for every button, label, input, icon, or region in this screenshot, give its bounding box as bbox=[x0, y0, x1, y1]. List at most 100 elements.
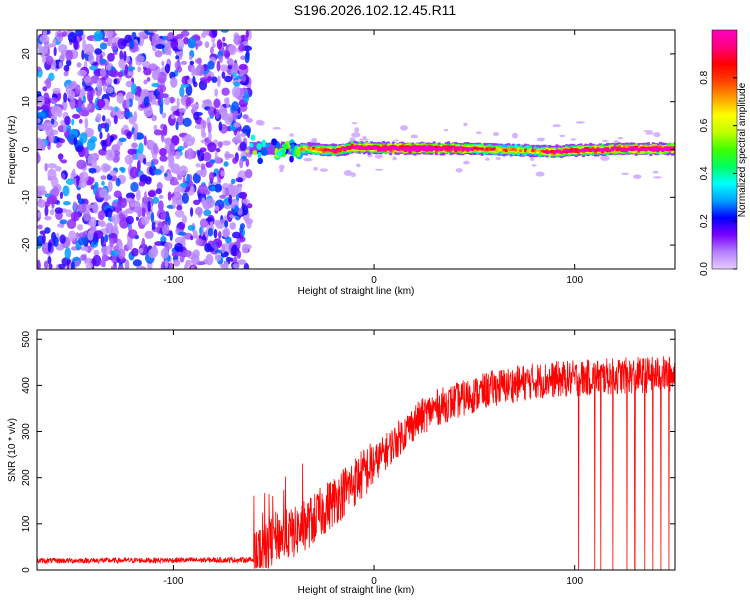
noise-blob bbox=[144, 230, 154, 239]
noise-blob bbox=[135, 216, 139, 221]
signal-band-segment bbox=[324, 148, 328, 152]
noise-blob bbox=[207, 142, 217, 153]
noise-blob bbox=[194, 124, 204, 130]
noise-blob bbox=[129, 201, 137, 208]
noise-blob bbox=[72, 201, 77, 211]
signal-band-segment bbox=[302, 147, 306, 151]
faint-blob bbox=[617, 137, 624, 140]
snr-series-line bbox=[37, 356, 675, 570]
signal-band-segment bbox=[654, 148, 658, 152]
noise-blob bbox=[219, 194, 227, 199]
noise-blob bbox=[48, 263, 53, 269]
noise-blob bbox=[53, 46, 57, 57]
noise-blob bbox=[124, 197, 134, 203]
signal-band-segment bbox=[637, 147, 641, 151]
noise-blob bbox=[77, 198, 86, 205]
noise-blob bbox=[153, 142, 158, 155]
signal-band-segment bbox=[661, 148, 665, 152]
faint-blob bbox=[601, 139, 609, 142]
snr-plot-area bbox=[37, 330, 675, 570]
noise-blob bbox=[232, 71, 237, 78]
faint-blob bbox=[255, 119, 264, 126]
noise-blob bbox=[151, 221, 156, 231]
noise-blob bbox=[111, 42, 118, 51]
signal-band-segment bbox=[432, 146, 436, 150]
signal-band-segment bbox=[466, 147, 470, 151]
signal-band-segment bbox=[329, 149, 333, 153]
noise-blob bbox=[94, 48, 103, 55]
signal-band-segment bbox=[485, 147, 489, 151]
noise-blob bbox=[137, 151, 144, 163]
noise-blob bbox=[213, 183, 223, 193]
noise-blob bbox=[193, 111, 200, 121]
noise-blob bbox=[230, 257, 234, 263]
signal-band-segment bbox=[442, 147, 446, 151]
noise-blob bbox=[87, 153, 97, 165]
noise-blob bbox=[63, 92, 68, 103]
noise-blob bbox=[169, 180, 180, 186]
signal-band-segment bbox=[447, 147, 451, 151]
noise-blob bbox=[176, 204, 183, 211]
noise-blob bbox=[125, 215, 134, 225]
noise-blob bbox=[241, 243, 249, 254]
noise-blob bbox=[103, 37, 109, 42]
noise-blob bbox=[195, 238, 203, 246]
noise-blob bbox=[176, 38, 185, 50]
colorbar-tick-label: 0.6 bbox=[699, 118, 710, 132]
noise-blob bbox=[78, 109, 89, 117]
noise-blob bbox=[106, 132, 111, 144]
signal-band-segment bbox=[386, 146, 390, 150]
noise-blob bbox=[77, 232, 87, 238]
noise-blob bbox=[159, 147, 167, 157]
noise-blob bbox=[105, 86, 114, 94]
signal-band-segment bbox=[410, 146, 414, 150]
faint-blob bbox=[311, 137, 318, 142]
faint-blob bbox=[455, 168, 463, 173]
noise-blob bbox=[182, 249, 192, 258]
noise-blob bbox=[179, 86, 185, 98]
noise-blob bbox=[117, 248, 126, 260]
noise-blob bbox=[186, 173, 191, 185]
signal-band-segment bbox=[514, 148, 518, 152]
noise-blob bbox=[236, 250, 242, 259]
noise-blob bbox=[214, 205, 220, 211]
noise-blob bbox=[172, 197, 177, 209]
noise-blob bbox=[168, 262, 174, 269]
noise-blob bbox=[96, 79, 103, 91]
noise-blob bbox=[223, 260, 229, 269]
noise-blob bbox=[60, 159, 68, 164]
noise-blob bbox=[214, 88, 219, 97]
signal-band-segment bbox=[644, 147, 648, 151]
noise-blob bbox=[100, 122, 107, 129]
noise-blob bbox=[80, 254, 87, 261]
noise-blob bbox=[208, 132, 212, 141]
noise-blob bbox=[178, 231, 187, 236]
noise-blob bbox=[99, 42, 108, 50]
noise-blob bbox=[231, 85, 241, 98]
noise-blob bbox=[114, 205, 121, 214]
noise-blob bbox=[153, 168, 162, 175]
noise-blob bbox=[63, 123, 67, 134]
noise-blob bbox=[202, 99, 212, 105]
noise-blob bbox=[236, 238, 241, 249]
noise-blob bbox=[152, 196, 160, 204]
signal-band-segment bbox=[309, 147, 313, 152]
signal-band-segment bbox=[249, 141, 253, 154]
snr-ytick-label: 300 bbox=[21, 423, 32, 440]
noise-blob bbox=[211, 30, 218, 38]
signal-band-segment bbox=[630, 146, 634, 150]
noise-blob bbox=[84, 246, 89, 252]
noise-blob bbox=[69, 82, 76, 90]
noise-blob bbox=[224, 50, 230, 60]
noise-blob bbox=[117, 265, 124, 269]
noise-blob bbox=[48, 194, 58, 205]
noise-blob bbox=[77, 97, 83, 109]
noise-blob bbox=[218, 121, 223, 132]
noise-blob bbox=[164, 63, 171, 74]
signal-band-segment bbox=[338, 147, 342, 151]
noise-blob bbox=[59, 219, 68, 225]
noise-blob bbox=[239, 223, 246, 230]
noise-blob bbox=[138, 142, 144, 155]
noise-blob bbox=[99, 67, 107, 78]
noise-blob bbox=[244, 168, 253, 179]
